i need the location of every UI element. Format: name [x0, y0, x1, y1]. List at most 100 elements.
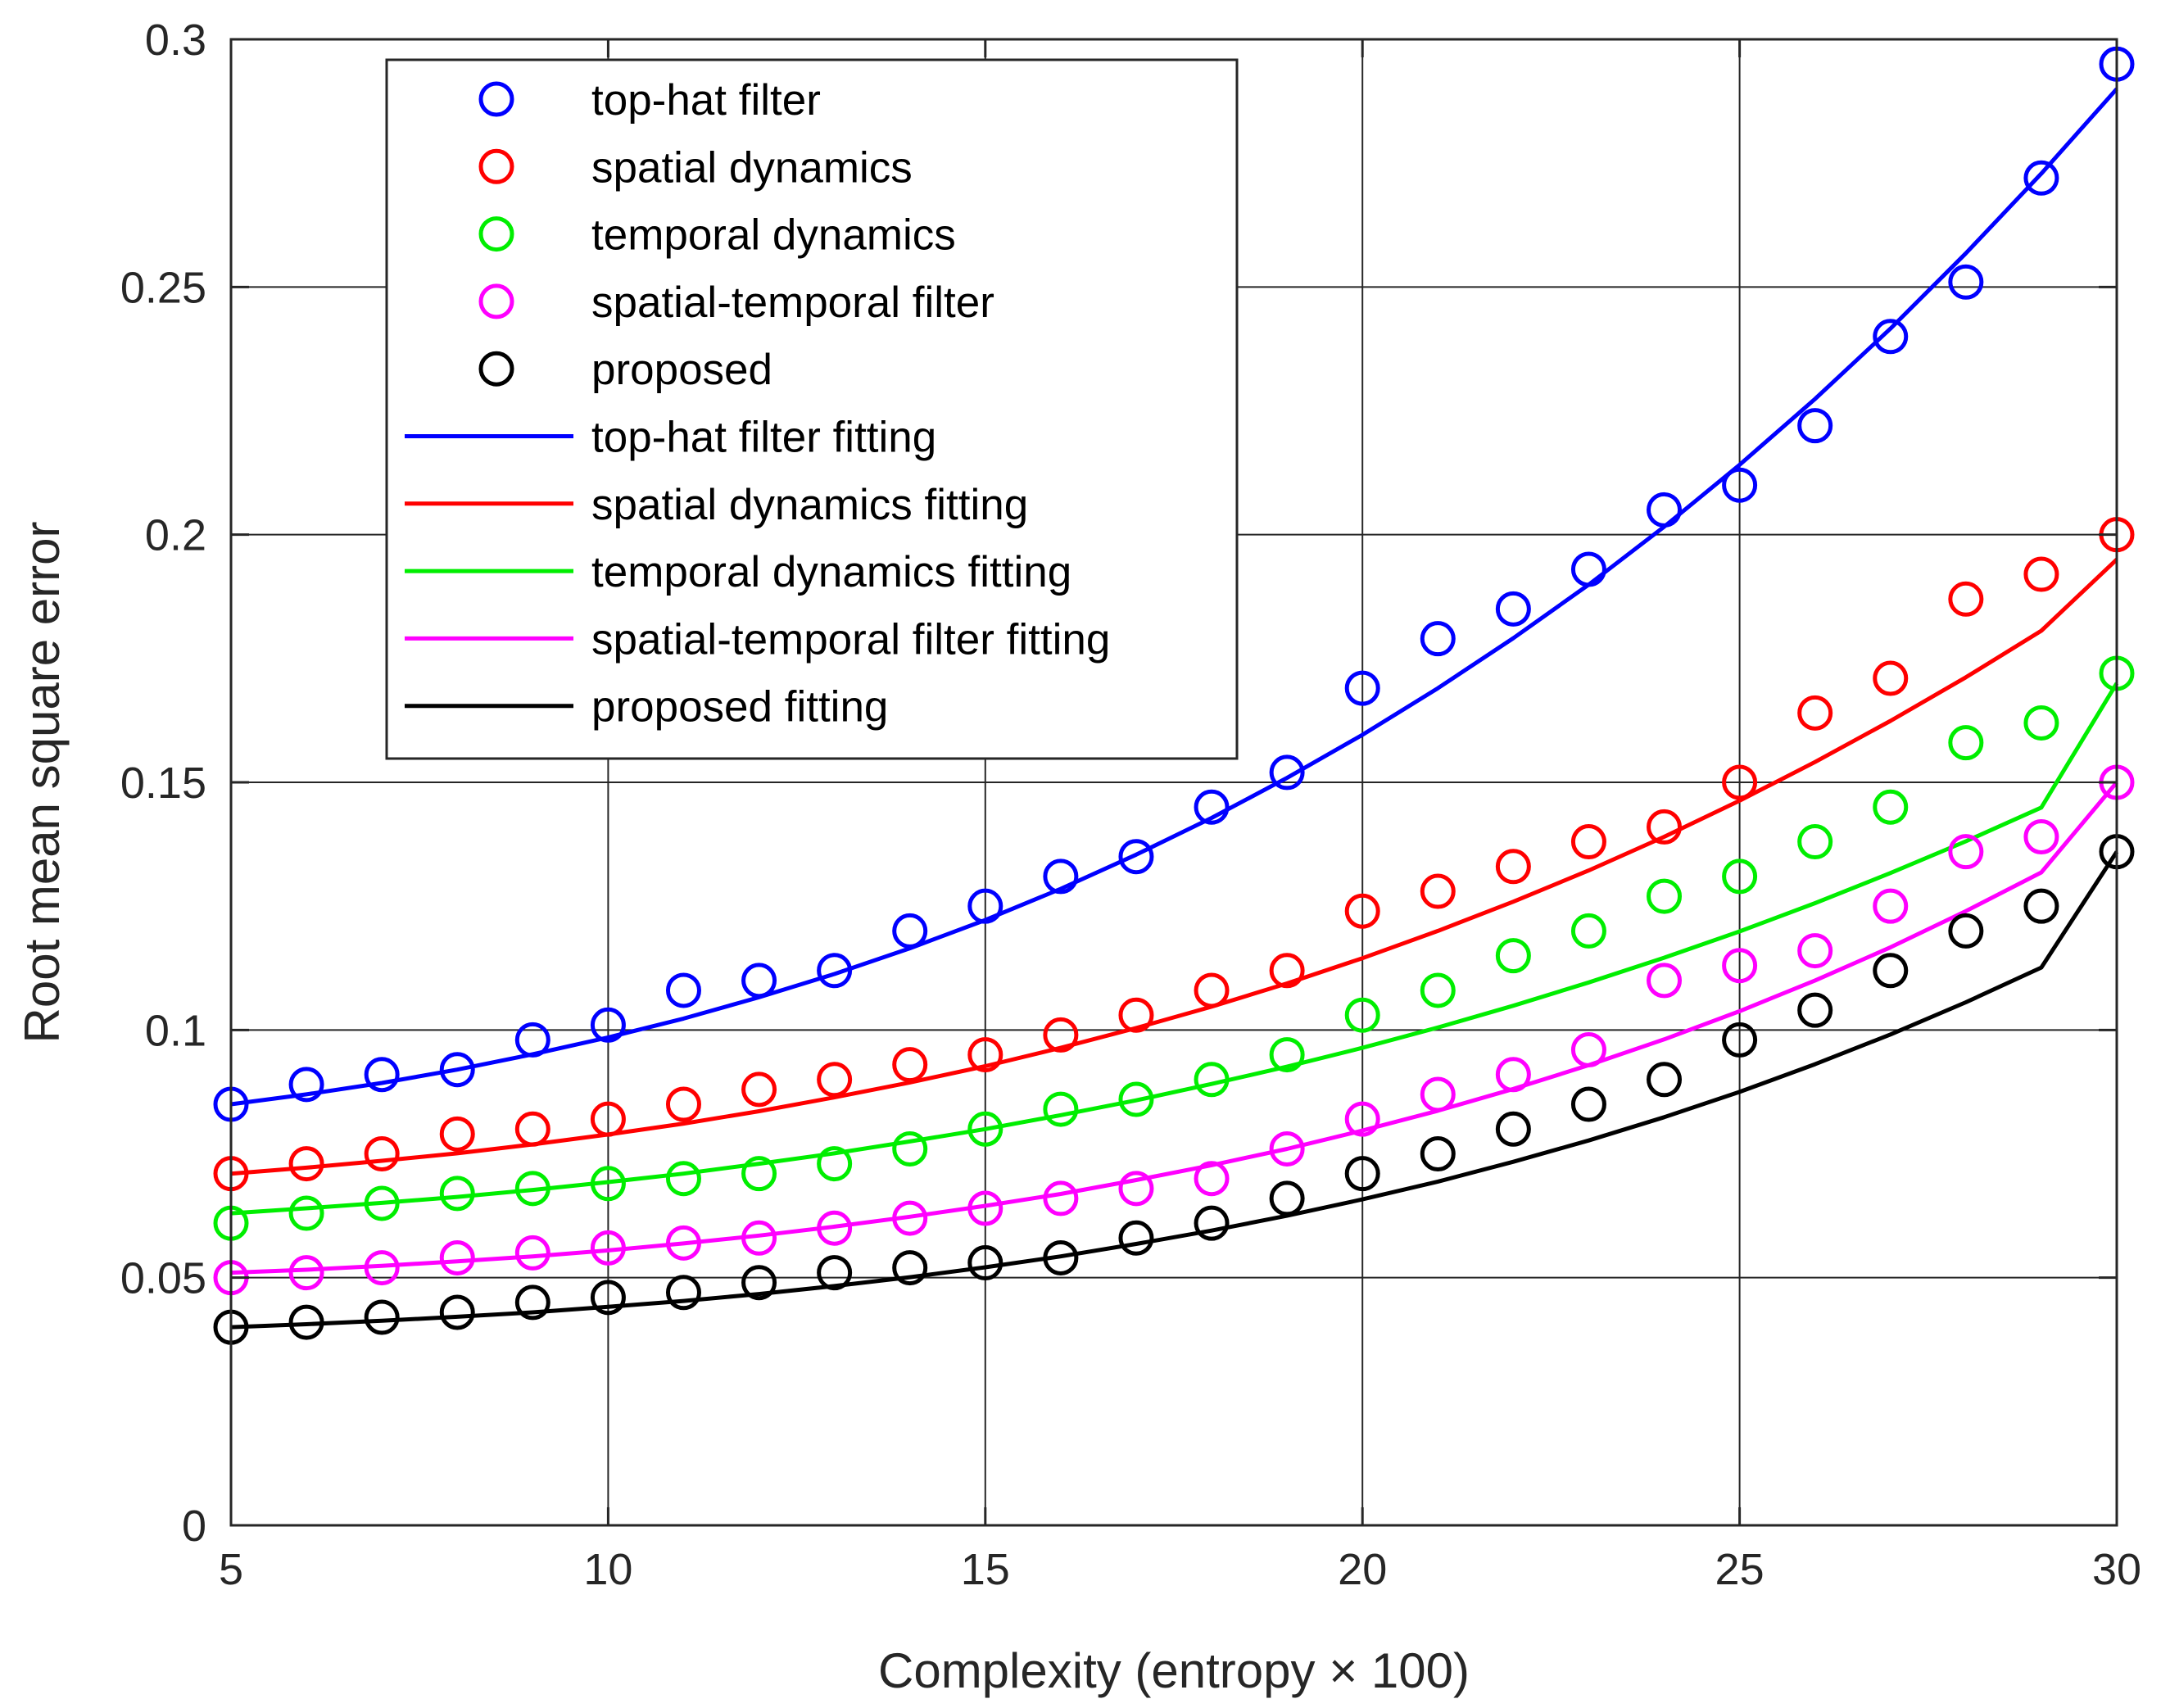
- spatial-dynamics-point: [439, 1116, 475, 1152]
- y-tick-label: 0.3: [145, 16, 206, 65]
- top-hat-filter-point: [741, 963, 777, 999]
- proposed-point: [665, 1275, 701, 1311]
- spatial-dynamics-point: [1797, 695, 1833, 731]
- top-hat-filter-point: [288, 1067, 324, 1103]
- temporal-dynamics-point: [1647, 878, 1683, 914]
- top-hat-filter-point: [1647, 492, 1683, 528]
- temporal-dynamics-point: [1948, 725, 1984, 761]
- temporal-dynamics-point: [1118, 1081, 1154, 1117]
- spatial-dynamics-point: [665, 1086, 701, 1122]
- temporal-dynamics-point: [1269, 1037, 1305, 1073]
- temporal-dynamics-point: [364, 1185, 400, 1221]
- proposed-point: [288, 1304, 324, 1340]
- spatial-temporal-filter-point: [364, 1250, 400, 1286]
- top-hat-filter-point: [1269, 754, 1305, 791]
- top-hat-filter-point: [2023, 160, 2059, 196]
- temporal-dynamics-point: [741, 1156, 777, 1192]
- proposed-point: [439, 1294, 475, 1330]
- temporal-dynamics-point: [1722, 859, 1758, 895]
- spatial-temporal-filter-point: [1797, 933, 1833, 969]
- proposed-point: [514, 1284, 550, 1321]
- legend: top-hat filter spatial dynamics temporal d…: [385, 58, 1239, 760]
- proposed-point: [1873, 953, 1909, 989]
- proposed-point: [1043, 1239, 1079, 1275]
- spatial-temporal-filter-point: [1420, 1076, 1456, 1112]
- spatial-dynamics-point: [1570, 824, 1606, 860]
- top-hat-filter-point: [817, 953, 853, 989]
- spatial-temporal-filter-point: [665, 1225, 701, 1261]
- spatial-temporal-filter-point: [288, 1255, 324, 1291]
- spatial-dynamics-point: [514, 1111, 550, 1147]
- spatial-dynamics-point: [1495, 849, 1531, 885]
- spatial-dynamics-point: [967, 1037, 1003, 1073]
- temporal-dynamics-point: [1873, 789, 1909, 825]
- spatial-temporal-filter-point: [1269, 1130, 1305, 1167]
- proposed-point: [1269, 1180, 1305, 1216]
- temporal-dynamics-point: [2023, 704, 2059, 741]
- y-tick-label: 0: [182, 1502, 206, 1551]
- legend-fit-label: temporal dynamics fitting: [591, 548, 1071, 596]
- x-tick-label: 25: [1715, 1545, 1765, 1594]
- spatial-temporal-filter-point: [514, 1235, 550, 1271]
- temporal-dynamics-point: [1570, 913, 1606, 949]
- y-axis-label: Root mean square error: [15, 522, 70, 1044]
- temporal-dynamics-point: [1194, 1062, 1230, 1098]
- top-hat-filter-point: [1797, 408, 1833, 444]
- legend-fit-label: top-hat filter fitting: [591, 414, 936, 462]
- proposed-point: [817, 1255, 853, 1291]
- spatial-dynamics-point: [1269, 953, 1305, 989]
- temporal-dynamics-point: [1420, 972, 1456, 1008]
- x-tick-label: 10: [583, 1545, 632, 1594]
- spatial-dynamics-point: [1118, 997, 1154, 1033]
- temporal-dynamics-point: [665, 1161, 701, 1197]
- spatial-temporal-filter-point: [1647, 963, 1683, 999]
- data-markers: [213, 46, 2135, 1345]
- legend-fit-label: proposed fitting: [591, 683, 888, 732]
- legend-marker: [478, 148, 514, 184]
- proposed-point: [590, 1280, 626, 1316]
- proposed-point: [1948, 913, 1984, 949]
- x-tick-label: 30: [2092, 1545, 2141, 1594]
- legend-marker: [478, 283, 514, 319]
- temporal-dynamics-point: [514, 1171, 550, 1207]
- axis-ticks: 5 10 15 20 25 30 0 0.05 0.1 0.15 0.2 0.25 0.3: [120, 16, 2141, 1594]
- proposed-point: [892, 1250, 928, 1286]
- proposed-point: [967, 1245, 1003, 1281]
- top-hat-filter-point: [1344, 670, 1380, 706]
- y-tick-label: 0.25: [120, 263, 206, 312]
- legend-fit-label: spatial-temporal filter fitting: [591, 615, 1110, 664]
- proposed-point: [1797, 992, 1833, 1028]
- spatial-temporal-filter-point: [817, 1210, 853, 1246]
- top-hat-filter-point: [439, 1052, 475, 1088]
- legend-marker: [478, 216, 514, 252]
- x-tick-label: 15: [961, 1545, 1010, 1594]
- top-hat-filter-point: [1570, 551, 1606, 587]
- y-tick-label: 0.2: [145, 511, 206, 560]
- top-hat-filter-point: [1118, 839, 1154, 875]
- proposed-point: [1647, 1062, 1683, 1098]
- spatial-dynamics-fit-line: [230, 558, 2118, 1176]
- top-hat-filter-point: [590, 1007, 626, 1043]
- legend-label: proposed: [591, 346, 772, 394]
- spatial-temporal-filter-point: [1344, 1101, 1380, 1137]
- spatial-temporal-filter-point: [1495, 1057, 1531, 1093]
- spatial-temporal-filter-point: [2023, 819, 2059, 855]
- legend-marker: [478, 81, 514, 117]
- top-hat-filter-point: [1873, 319, 1909, 355]
- spatial-dynamics-point: [288, 1146, 324, 1182]
- temporal-dynamics-point: [288, 1195, 324, 1231]
- spatial-dynamics-point: [892, 1047, 928, 1083]
- temporal-dynamics-point: [1043, 1091, 1079, 1127]
- legend-label: spatial-temporal filter: [591, 279, 994, 327]
- proposed-point: [1495, 1111, 1531, 1147]
- legend-box: [385, 58, 1239, 760]
- legend-fit-label: spatial dynamics fitting: [591, 481, 1028, 529]
- spatial-dynamics-point: [1344, 893, 1380, 929]
- legend-label: spatial dynamics: [591, 143, 913, 192]
- spatial-temporal-filter-point: [1043, 1180, 1079, 1216]
- spatial-temporal-filter-point: [1948, 834, 1984, 870]
- top-hat-filter-point: [1948, 264, 1984, 300]
- spatial-dynamics-point: [741, 1071, 777, 1108]
- proposed-point: [741, 1265, 777, 1301]
